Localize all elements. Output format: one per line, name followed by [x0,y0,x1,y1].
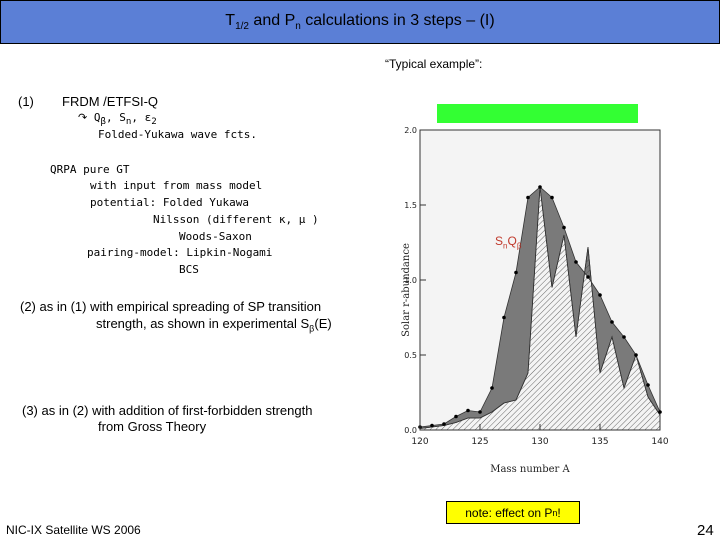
y-tick-label: 0.5 [404,351,417,360]
data-point [658,410,662,414]
step3-line1: (3) as in (2) with addition of first-for… [22,403,313,418]
example-label: “Typical example”: [385,57,483,71]
x-tick-label: 120 [411,437,428,447]
data-point [502,315,506,320]
data-point [622,335,626,339]
data-point [586,275,590,279]
qrpa-line4: Nilsson (different κ, μ ) [153,213,319,226]
step2-line2: strength, as shown in experimental Sβ(E) [96,316,332,334]
y-tick-label: 2.0 [404,126,417,135]
qrpa-line3: potential: Folded Yukawa [90,196,249,209]
step1-number: (1) [18,94,34,109]
title-bar: T1/2 and Pn calculations in 3 steps – (I… [0,0,720,44]
abundance-chart: 120 125 130 135 140 0.0 0.5 1.0 1.5 2.0 Solar r-a… [401,126,669,475]
data-point [634,353,638,357]
data-point [442,422,446,426]
data-point [610,320,614,324]
x-axis-label: Mass number A [490,464,570,475]
y-axis-label: Solar r-abundance [401,243,412,337]
sn-qb-label: SnQβ [495,234,522,251]
x-tick-label: 130 [531,437,548,447]
data-point [550,195,554,200]
curved-arrow-icon: ↷ [78,111,88,124]
data-point [478,410,482,414]
step1-line3: Folded-Yukawa wave fcts. [98,128,257,141]
slide-title: T1/2 and Pn calculations in 3 steps – (I… [225,11,495,33]
step1-line2: ↷ Qβ, Sn, ε2 [78,111,157,128]
x-tick-label: 140 [651,437,668,447]
data-point [490,386,494,390]
x-tick-label: 125 [471,437,488,447]
page-number: 24 [697,522,714,539]
data-point [526,195,530,200]
y-tick-label: 1.5 [404,201,417,210]
step3-line2: from Gross Theory [98,419,207,434]
x-tick-label: 135 [591,437,608,447]
qrpa-line1: QRPA pure GT [50,163,130,176]
y-tick-label: 1.0 [404,276,417,285]
data-point [514,270,518,275]
highlight-box [437,104,638,123]
step2-line1: (2) as in (1) with empirical spreading o… [20,299,322,314]
data-point [454,414,458,419]
qrpa-line7: BCS [179,263,199,276]
y-tick-label: 0.0 [404,426,417,435]
data-point [466,408,470,413]
qrpa-line6: pairing-model: Lipkin-Nogami [87,246,273,259]
footer-conference: NIC-IX Satellite WS 2006 [6,523,141,537]
data-point [430,423,434,428]
step1-line1: FRDM /ETFSI-Q [62,94,159,109]
series-hatched [419,186,661,431]
data-point [538,185,542,189]
qrpa-line5: Woods-Saxon [179,230,252,243]
data-point [646,383,650,387]
data-point [562,225,566,230]
data-point [598,293,602,297]
data-point [574,260,578,264]
qrpa-line2: with input from mass model [90,179,263,192]
